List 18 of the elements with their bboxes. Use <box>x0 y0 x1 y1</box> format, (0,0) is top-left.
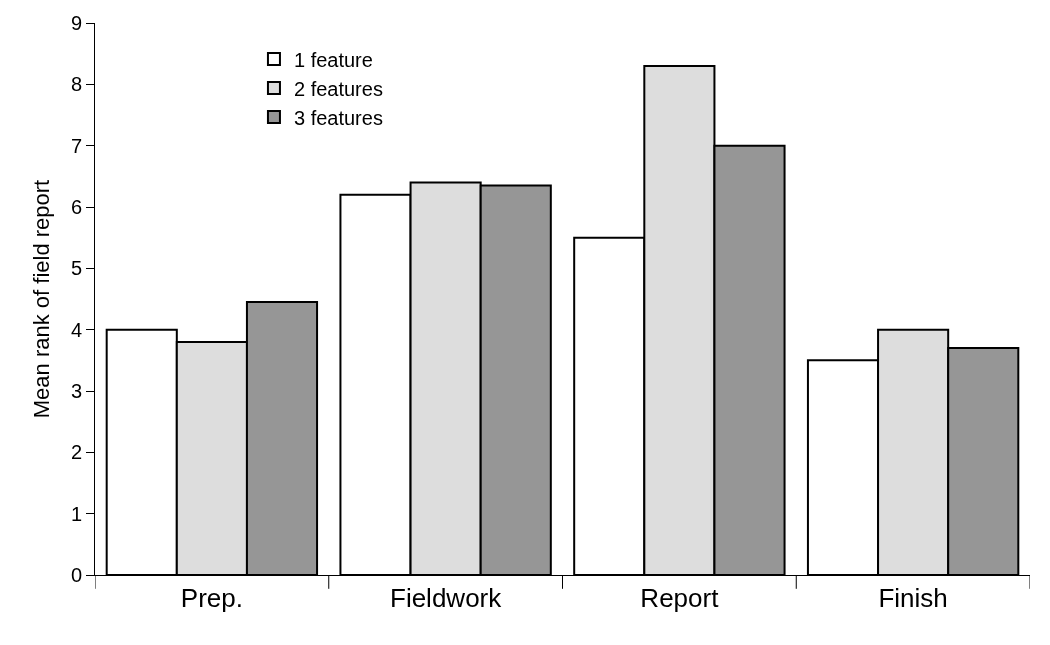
legend-label: 3 features <box>293 106 383 129</box>
y-tick-label: 6 <box>70 196 82 218</box>
legend-label: 1 feature <box>293 48 373 71</box>
x-tick-label: Prep. <box>180 583 243 614</box>
y-tick-label: 2 <box>70 441 82 464</box>
y-tick-label: 9 <box>70 12 82 34</box>
legend-label: 2 features <box>293 77 383 100</box>
y-tick-label: 3 <box>70 380 82 402</box>
y-tick-label: 7 <box>70 134 82 157</box>
y-tick-label: 0 <box>70 564 82 586</box>
y-tick-label: 8 <box>70 73 82 96</box>
y-tick-label: 4 <box>70 318 82 341</box>
x-tick-label: Fieldwork <box>390 583 503 614</box>
y-tick-label: 5 <box>70 257 82 280</box>
x-tick-label: Report <box>640 583 720 614</box>
y-axis-title: Mean rank of field report <box>28 179 54 419</box>
y-tick-label: 1 <box>70 502 82 525</box>
x-tick-label: Finish <box>878 583 948 614</box>
